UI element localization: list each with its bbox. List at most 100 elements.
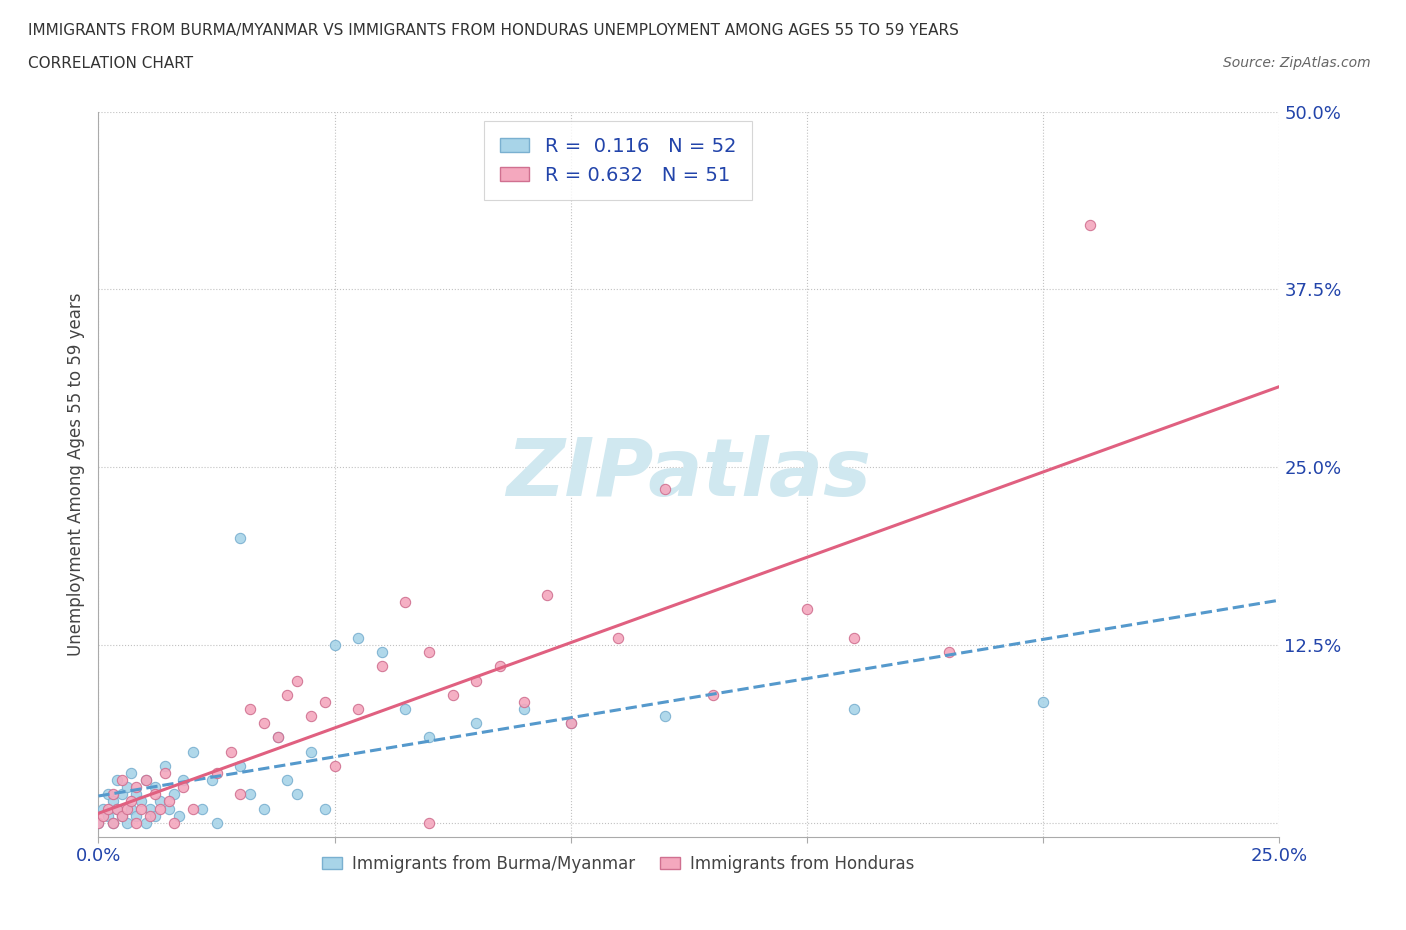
Point	[239, 701, 262, 716]
Point	[101, 816, 124, 830]
Point	[239, 787, 262, 802]
Point	[229, 787, 252, 802]
Point	[702, 687, 724, 702]
Point	[143, 808, 166, 823]
Point	[418, 730, 440, 745]
Text: CORRELATION CHART: CORRELATION CHART	[28, 56, 193, 71]
Point	[299, 709, 322, 724]
Point	[125, 787, 148, 802]
Point	[418, 644, 440, 659]
Point	[172, 779, 194, 794]
Point	[314, 695, 336, 710]
Point	[938, 644, 960, 659]
Point	[143, 787, 166, 802]
Point	[394, 595, 416, 610]
Point	[1032, 695, 1054, 710]
Point	[205, 765, 228, 780]
Point	[111, 808, 134, 823]
Point	[125, 808, 148, 823]
Point	[276, 773, 298, 788]
Point	[149, 801, 172, 816]
Point	[139, 801, 162, 816]
Point	[229, 759, 252, 774]
Point	[560, 716, 582, 731]
Point	[97, 801, 120, 816]
Point	[97, 808, 120, 823]
Point	[323, 638, 346, 653]
Point	[87, 816, 110, 830]
Point	[153, 765, 176, 780]
Point	[560, 716, 582, 731]
Point	[129, 794, 152, 809]
Point	[115, 779, 138, 794]
Point	[253, 716, 276, 731]
Point	[418, 816, 440, 830]
Point	[201, 773, 224, 788]
Y-axis label: Unemployment Among Ages 55 to 59 years: Unemployment Among Ages 55 to 59 years	[66, 293, 84, 656]
Text: ZIPatlas: ZIPatlas	[506, 435, 872, 513]
Point	[135, 773, 157, 788]
Point	[105, 801, 128, 816]
Legend: Immigrants from Burma/Myanmar, Immigrants from Honduras: Immigrants from Burma/Myanmar, Immigrant…	[315, 848, 921, 880]
Point	[115, 801, 138, 816]
Point	[121, 765, 143, 780]
Point	[299, 744, 322, 759]
Point	[536, 588, 558, 603]
Point	[253, 801, 276, 816]
Point	[149, 794, 172, 809]
Point	[135, 816, 157, 830]
Point	[285, 787, 308, 802]
Point	[105, 773, 128, 788]
Point	[394, 701, 416, 716]
Point	[121, 794, 143, 809]
Point	[191, 801, 214, 816]
Point	[219, 744, 242, 759]
Point	[323, 759, 346, 774]
Point	[101, 794, 124, 809]
Point	[347, 631, 370, 645]
Point	[347, 701, 370, 716]
Point	[267, 730, 290, 745]
Point	[314, 801, 336, 816]
Point	[371, 644, 394, 659]
Point	[1080, 218, 1102, 232]
Point	[135, 773, 157, 788]
Point	[111, 808, 134, 823]
Point	[229, 531, 252, 546]
Point	[276, 687, 298, 702]
Point	[111, 787, 134, 802]
Point	[97, 787, 120, 802]
Point	[125, 779, 148, 794]
Point	[607, 631, 630, 645]
Point	[157, 794, 180, 809]
Point	[125, 816, 148, 830]
Point	[163, 787, 186, 802]
Point	[129, 801, 152, 816]
Point	[143, 779, 166, 794]
Point	[91, 801, 114, 816]
Point	[139, 808, 162, 823]
Point	[796, 602, 818, 617]
Point	[512, 695, 534, 710]
Point	[87, 816, 110, 830]
Point	[844, 631, 866, 645]
Point	[91, 808, 114, 823]
Text: IMMIGRANTS FROM BURMA/MYANMAR VS IMMIGRANTS FROM HONDURAS UNEMPLOYMENT AMONG AGE: IMMIGRANTS FROM BURMA/MYANMAR VS IMMIGRA…	[28, 23, 959, 38]
Point	[181, 744, 204, 759]
Point	[465, 673, 488, 688]
Point	[153, 759, 176, 774]
Point	[101, 816, 124, 830]
Point	[654, 481, 676, 496]
Point	[163, 816, 186, 830]
Point	[115, 816, 138, 830]
Point	[101, 787, 124, 802]
Point	[205, 816, 228, 830]
Point	[181, 801, 204, 816]
Point	[157, 801, 180, 816]
Point	[111, 773, 134, 788]
Point	[121, 801, 143, 816]
Point	[489, 658, 512, 673]
Point	[267, 730, 290, 745]
Point	[465, 716, 488, 731]
Point	[371, 658, 394, 673]
